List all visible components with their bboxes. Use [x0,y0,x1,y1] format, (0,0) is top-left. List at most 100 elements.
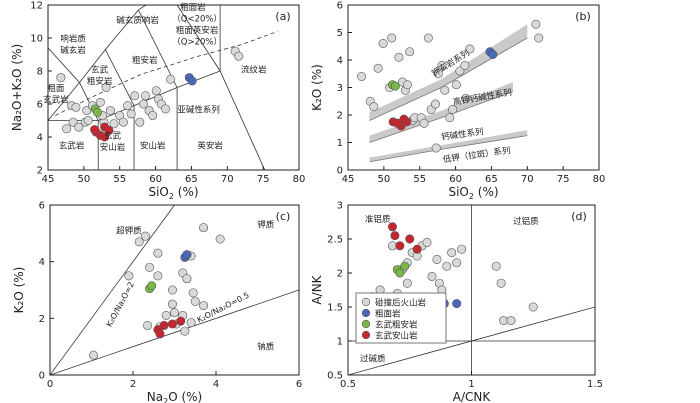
x-axis-label-sub: 2 [469,192,474,201]
series-blue [485,47,498,59]
data-point [134,237,144,247]
data-point [488,49,498,59]
x-axis-label-base: SiO [148,185,168,199]
data-point [153,248,163,258]
data-point [109,119,119,129]
x-tick-label: 60 [149,174,162,185]
data-point [167,299,177,309]
data-point [403,80,413,90]
y-tick-label: 0 [39,371,45,382]
field-boundary [48,82,80,121]
data-point [419,118,429,128]
ratio-line [50,289,299,375]
y-axis-label: A/NK [310,274,324,304]
data-point [148,111,158,121]
y-axis-label: K₂O (%) [310,64,324,111]
field-boundary [176,5,178,6]
x-axis-label: A/CNK [453,390,492,403]
x-tick-label: 1.5 [587,379,603,390]
field-label: 安山岩 [140,141,166,152]
field-label: 准铝质 [365,214,391,225]
data-point [190,296,200,306]
axes-frame [49,204,300,376]
legend-marker [361,308,371,318]
series-label: 高钾钙碱性系列 [452,87,513,108]
series-green [392,261,410,278]
data-point [437,60,447,70]
x-tick-label: 80 [293,174,306,185]
y-tick-label: 1.5 [327,303,343,314]
x-axis-label: SiO2 (%) [148,185,198,201]
x-tick-label: 50 [77,174,90,185]
data-point [423,33,433,43]
data-point [402,278,412,288]
x-tick-label: 4 [213,379,219,390]
data-point [496,278,506,288]
y-tick-label: 8 [37,67,43,78]
y-tick-label: 2 [337,269,343,280]
data-point [56,73,66,83]
field-label: 粗面英安岩 [176,25,219,36]
panel-a-tas: 碱玄质响岩响岩质碱玄岩粗面岩（Q<20%）粗面英安岩（Q>20%）粗安岩玄武粗安… [10,1,306,202]
series-grey [89,223,225,360]
x-tick-label: 70 [521,174,534,185]
y-tick-label: 3 [337,83,343,94]
data-point [447,248,457,258]
legend-marker [361,319,371,329]
data-point [531,19,541,29]
x-tick-label: 0 [47,379,53,390]
legend-marker [361,330,371,340]
legend-label: 玄武粗安岩 [375,320,418,331]
x-tick-label: 45 [342,174,355,185]
data-point [234,51,244,61]
y-tick-label: 0 [337,166,343,177]
data-point [62,124,72,134]
data-point [405,234,415,244]
data-point [457,244,467,254]
x-axis-label: SiO2 (%) [448,185,498,201]
x-tick-label: 2 [130,379,136,390]
field-label: 过铝质 [513,216,539,227]
data-point [180,326,190,336]
y-tick-label: 2.5 [327,235,343,246]
data-point [124,271,134,281]
data-point [138,99,148,109]
data-point [461,94,471,104]
data-point [105,106,115,116]
x-tick-label: 65 [485,174,498,185]
data-point [140,231,150,241]
data-point [161,104,171,114]
x-axis-label: Na2O (%) [147,390,202,403]
data-point [126,109,136,119]
data-point [186,318,196,328]
series-blue [184,73,197,86]
data-point [491,261,501,271]
plot-area [348,205,595,375]
data-point [167,319,177,329]
legend-label: 玄武安山岩 [375,331,418,342]
data-point [460,60,470,70]
data-point [101,83,111,93]
series-red [153,316,186,339]
legend-label: 粗面岩 [375,309,401,320]
y-axis-label: K₂O (%) [12,267,26,314]
data-point [82,106,92,116]
data-point [452,299,462,309]
data-point [427,271,437,281]
plot-area [50,205,299,375]
data-point [176,316,186,326]
series-band-line [369,91,514,143]
panel-label: (c) [276,210,291,223]
data-point [431,143,441,153]
data-point [215,234,225,244]
data-point [405,47,415,57]
x-tick-label: 6 [296,379,302,390]
data-point [159,320,169,330]
data-point [143,320,153,330]
data-point [167,285,177,295]
series-band [369,130,528,162]
data-point [412,244,422,254]
axes-frame [47,4,300,171]
y-tick-label: 2 [37,166,43,177]
